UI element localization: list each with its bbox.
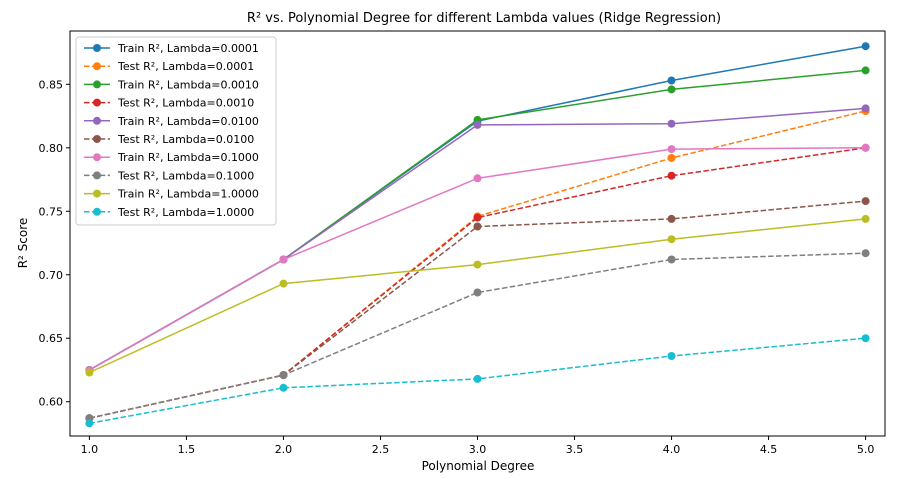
data-point <box>861 42 870 51</box>
x-axis: 1.0 1.5 2.0 2.5 3.0 3.5 4.0 4.5 5.0 <box>81 436 875 456</box>
legend-box <box>75 36 277 226</box>
legend-marker <box>93 44 101 52</box>
legend-label: Train R², Lambda=0.0010 <box>117 78 259 91</box>
x-tick-label: 2.0 <box>275 443 293 456</box>
data-point <box>861 249 870 258</box>
series-9 <box>85 214 870 377</box>
y-tick-label: 0.70 <box>39 269 64 282</box>
legend-label: Test R², Lambda=0.0010 <box>117 97 254 110</box>
data-point <box>861 214 870 223</box>
legend-label: Train R², Lambda=0.1000 <box>117 151 259 164</box>
series-line <box>89 252 866 419</box>
data-point <box>667 352 676 360</box>
data-point <box>85 368 94 377</box>
legend-label: Train R², Lambda=1.0000 <box>117 188 259 201</box>
x-tick-label: 3.5 <box>566 443 584 456</box>
data-point <box>667 85 676 94</box>
legend-item: Train R², Lambda=1.0000 <box>84 188 259 201</box>
data-point <box>667 214 676 223</box>
data-point <box>667 154 676 162</box>
series-line <box>89 147 866 419</box>
data-point <box>861 143 870 152</box>
legend-item: Train R², Lambda=0.0001 <box>84 42 259 55</box>
x-tick-label: 4.5 <box>760 443 778 456</box>
series-8 <box>85 249 870 423</box>
x-tick-label: 4.0 <box>663 443 681 456</box>
y-axis: 0.60 0.65 0.70 0.75 0.80 0.85 <box>39 78 70 409</box>
legend-marker <box>93 153 101 162</box>
legend-item: Train R², Lambda=0.1000 <box>84 151 259 164</box>
y-tick-label: 0.75 <box>39 205 64 218</box>
data-point <box>667 171 676 180</box>
legend-marker <box>93 80 101 89</box>
legend-item: Test R², Lambda=0.0010 <box>84 97 254 110</box>
legend-item: Train R², Lambda=0.0010 <box>84 78 259 91</box>
legend-item: Train R², Lambda=0.0100 <box>84 115 259 128</box>
legend: Train R², Lambda=0.0001 Test R², Lambda=0… <box>75 36 277 226</box>
data-point <box>667 145 676 154</box>
data-point <box>667 235 676 244</box>
data-point <box>861 104 870 113</box>
data-point <box>861 334 870 343</box>
y-tick-label: 0.80 <box>39 142 64 155</box>
x-axis-label: Polynomial Degree <box>422 459 535 473</box>
legend-marker <box>93 189 101 198</box>
data-point <box>667 255 676 264</box>
data-point <box>279 371 288 380</box>
legend-label: Test R², Lambda=1.0000 <box>117 206 254 219</box>
series-layer <box>85 42 870 428</box>
chart-title: R² vs. Polynomial Degree for different L… <box>247 11 721 26</box>
x-tick-label: 3.0 <box>469 443 487 456</box>
data-point <box>667 76 676 85</box>
legend-label: Test R², Lambda=0.0001 <box>117 60 254 73</box>
y-tick-label: 0.60 <box>39 396 64 409</box>
data-point <box>473 174 482 183</box>
legend-item: Test R², Lambda=1.0000 <box>84 206 254 219</box>
legend-item: Test R², Lambda=0.1000 <box>84 169 254 182</box>
legend-marker <box>93 98 101 107</box>
x-tick-label: 5.0 <box>857 443 875 456</box>
legend-item: Test R², Lambda=0.0100 <box>84 133 254 146</box>
data-point <box>473 120 482 129</box>
legend-marker <box>93 135 101 143</box>
data-point <box>861 197 870 206</box>
legend-marker <box>93 207 101 216</box>
legend-label: Train R², Lambda=0.0001 <box>117 42 259 55</box>
series-line <box>89 200 866 419</box>
data-point <box>473 213 482 222</box>
x-tick-label: 1.5 <box>178 443 196 456</box>
legend-label: Test R², Lambda=0.0100 <box>117 133 254 146</box>
data-point <box>279 255 288 264</box>
y-tick-label: 0.65 <box>39 332 64 345</box>
data-point <box>667 119 676 128</box>
data-point <box>85 419 94 428</box>
legend-marker <box>93 171 101 180</box>
legend-item: Test R², Lambda=0.0001 <box>84 60 254 73</box>
x-tick-label: 1.0 <box>81 443 99 456</box>
legend-label: Train R², Lambda=0.0100 <box>117 115 259 128</box>
series-10 <box>85 334 870 428</box>
y-tick-label: 0.85 <box>39 78 64 91</box>
data-point <box>279 383 288 392</box>
legend-marker <box>93 62 101 71</box>
data-point <box>473 260 482 269</box>
data-point <box>473 222 482 231</box>
data-point <box>861 66 870 75</box>
data-point <box>279 279 288 288</box>
legend-marker <box>93 116 101 125</box>
legend-label: Test R², Lambda=0.1000 <box>117 169 254 182</box>
data-point <box>473 374 482 383</box>
data-point <box>473 288 482 297</box>
y-axis-label: R² Score <box>16 218 30 269</box>
x-tick-label: 2.5 <box>372 443 390 456</box>
